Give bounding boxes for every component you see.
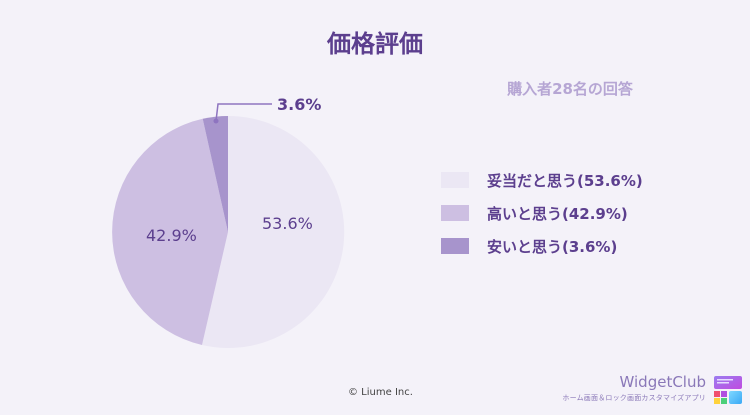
brand-tagline: ホーム画面＆ロック画面カスタマイズアプリ <box>562 394 706 402</box>
legend-swatch <box>441 205 469 221</box>
pie-slice-cheap <box>202 116 228 232</box>
chart-subtitle: 購入者28名の回答 <box>507 80 633 98</box>
legend-item-cheap: 安いと思う(3.6%) <box>441 236 643 256</box>
legend-swatch <box>441 172 469 188</box>
slice-label-reasonable: 53.6% <box>262 214 313 233</box>
legend-label: 高いと思う(42.9%) <box>487 204 628 223</box>
slice-label-cheap: 3.6% <box>277 95 321 114</box>
legend-label: 安いと思う(3.6%) <box>487 237 618 256</box>
widgetclub-logo-icon <box>714 376 742 404</box>
brand-name: WidgetClub <box>619 373 707 391</box>
legend: 妥当だと思う(53.6%) 高いと思う(42.9%) 安いと思う(3.6%) <box>441 170 643 269</box>
pie-slice-expensive <box>112 118 228 345</box>
legend-swatch <box>441 238 469 254</box>
slice-label-expensive: 42.9% <box>146 226 197 245</box>
legend-item-expensive: 高いと思う(42.9%) <box>441 203 643 223</box>
pie-slice-reasonable <box>202 115 345 348</box>
copyright: © Liume Inc. <box>348 387 413 398</box>
callout-line <box>215 103 272 122</box>
chart-title: 価格評価 <box>327 30 423 58</box>
callout-dot <box>213 118 219 124</box>
brand: WidgetClub ホーム画面＆ロック画面カスタマイズアプリ <box>562 374 706 403</box>
legend-item-reasonable: 妥当だと思う(53.6%) <box>441 170 643 190</box>
legend-label: 妥当だと思う(53.6%) <box>487 171 643 190</box>
